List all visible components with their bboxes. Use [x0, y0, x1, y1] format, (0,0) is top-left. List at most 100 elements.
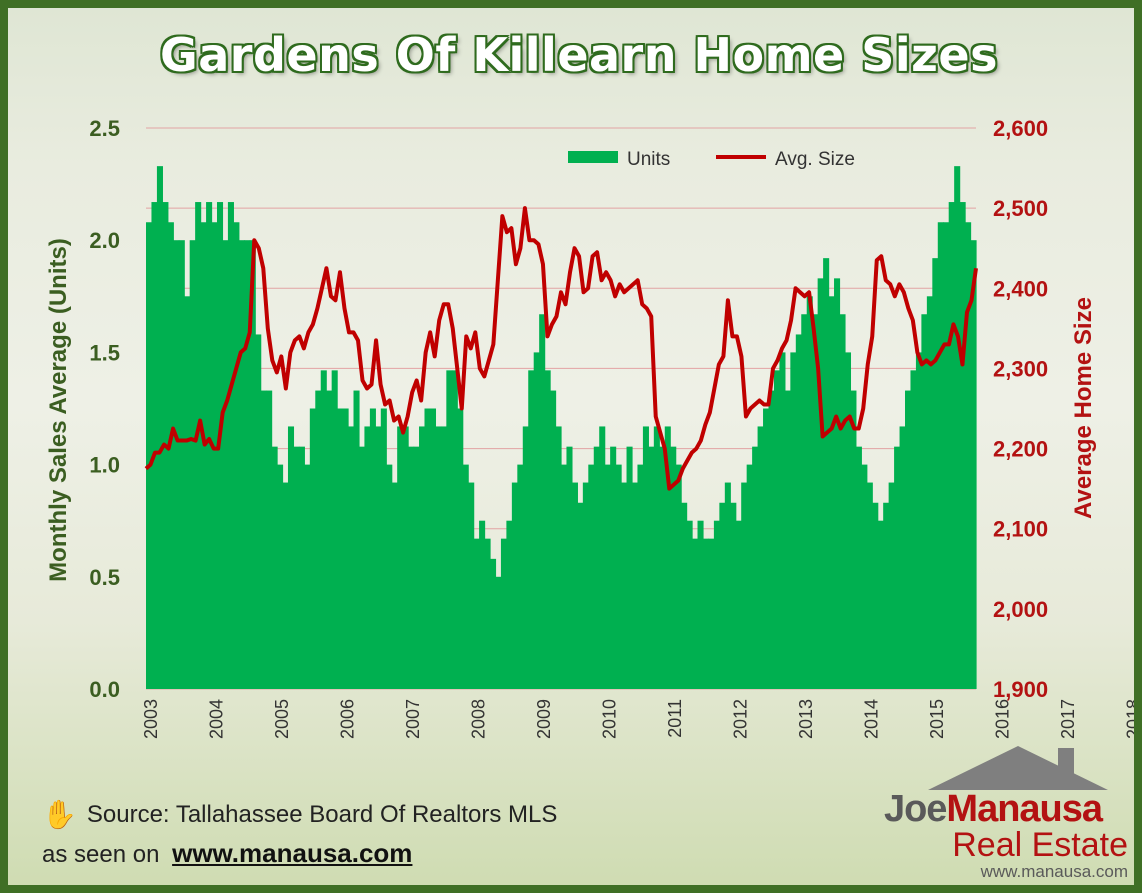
bar-units: [910, 370, 917, 689]
x-tick: 2016: [993, 699, 1013, 739]
bar-units: [626, 446, 633, 689]
bar-units: [686, 520, 693, 689]
bar-units: [195, 202, 202, 690]
logo-tagline: Real Estate: [952, 826, 1128, 864]
bar-units: [419, 426, 426, 689]
bar-units: [550, 390, 557, 689]
bar-units: [495, 576, 502, 689]
x-tick: 2003: [141, 699, 161, 739]
bar-units: [326, 390, 333, 689]
bar-units: [670, 446, 677, 689]
bar-units: [959, 202, 966, 690]
bar-units: [490, 558, 497, 689]
x-tick: 2009: [534, 699, 554, 739]
bar-units: [435, 426, 442, 689]
bar-units: [593, 446, 600, 689]
bar-units: [708, 538, 715, 689]
seen-on-link[interactable]: www.manausa.com: [172, 838, 413, 868]
bar-units: [763, 408, 770, 689]
bar-units: [287, 426, 295, 689]
x-tick: 2013: [796, 699, 816, 739]
bar-units: [823, 258, 830, 689]
bar-units: [293, 446, 300, 689]
bar-units: [752, 446, 759, 689]
bar-units: [151, 202, 158, 690]
bar-units: [932, 258, 939, 689]
bar-units: [178, 240, 185, 689]
bar-units: [883, 502, 890, 689]
bar-units: [894, 446, 901, 689]
bar-units: [872, 502, 879, 689]
y-tick-right: 2,200: [993, 437, 1048, 462]
bar-units: [479, 520, 486, 689]
x-tick: 2011: [665, 699, 685, 738]
y-axis-left-title: Monthly Sales Average (Units): [45, 238, 72, 582]
legend: Units Avg. Size: [568, 149, 855, 170]
bar-units: [315, 390, 322, 689]
bar-units: [965, 222, 972, 689]
bar-units: [948, 202, 955, 690]
bar-units: [926, 296, 933, 689]
chart-title: Gardens Of Killearn Home Sizes: [159, 28, 998, 82]
bar-units: [702, 538, 710, 689]
bar-units: [577, 502, 584, 689]
bar-units: [806, 296, 813, 689]
bar-units: [211, 222, 218, 689]
bar-units: [249, 240, 256, 689]
seen-on-prefix: as seen on: [42, 841, 160, 868]
bar-units: [921, 314, 928, 689]
bar-units: [779, 352, 786, 689]
bar-units: [402, 426, 409, 689]
bar-units: [375, 426, 382, 689]
seen-on-note: as seen on www.manausa.com: [42, 838, 412, 869]
bar-units: [397, 426, 404, 689]
source-text: Source: Tallahassee Board Of Realtors ML…: [86, 800, 558, 828]
bar-units: [850, 390, 857, 689]
x-tick: 2005: [272, 699, 292, 739]
bar-units: [468, 482, 475, 689]
bar-units: [206, 202, 213, 690]
y-tick-right: 2,500: [993, 196, 1048, 221]
bar-units: [167, 222, 174, 689]
bar-units: [817, 278, 824, 689]
bar-units: [719, 502, 726, 689]
bar-units: [915, 352, 922, 689]
bar-units: [271, 446, 278, 689]
bar-units: [839, 314, 846, 689]
bar-units: [724, 482, 731, 689]
chart-svg: 0.0 0.5 1.0 1.5 2.0 2.5 1,900 2,000 2,100 2,200 2…: [45, 116, 1134, 739]
bar-units: [364, 426, 371, 689]
bar-units: [561, 464, 568, 689]
legend-units-swatch: [568, 151, 618, 163]
logo-url: www.manausa.com: [980, 862, 1128, 881]
bar-units: [899, 426, 906, 689]
bar-units: [866, 482, 873, 689]
bar-units: [555, 426, 562, 689]
bar-units: [500, 538, 507, 689]
bar-units: [260, 390, 267, 689]
bar-units: [757, 426, 764, 689]
y-tick-left: 2.0: [89, 228, 120, 253]
bar-units: [462, 464, 469, 689]
bar-units: [905, 390, 912, 689]
bar-units: [621, 482, 628, 689]
bar-units: [566, 446, 573, 689]
bar-units: [937, 222, 944, 689]
bar-units: [146, 222, 153, 689]
bar-units: [342, 408, 349, 689]
bar-units: [642, 426, 649, 689]
bar-units: [610, 446, 617, 689]
bar-units: [664, 426, 671, 689]
bar-units: [801, 314, 808, 689]
bar-units: [582, 482, 589, 689]
logo-word-joe: Joe: [883, 788, 947, 830]
bar-units: [200, 222, 207, 689]
house-icon: [928, 746, 1108, 790]
y-tick-right: 1,900: [993, 677, 1048, 702]
bar-units: [877, 520, 884, 689]
bar-units: [954, 166, 961, 689]
bar-units: [244, 240, 251, 689]
y-tick-right: 2,100: [993, 517, 1048, 542]
y-tick-right: 2,400: [993, 276, 1048, 301]
bar-units: [424, 408, 431, 689]
